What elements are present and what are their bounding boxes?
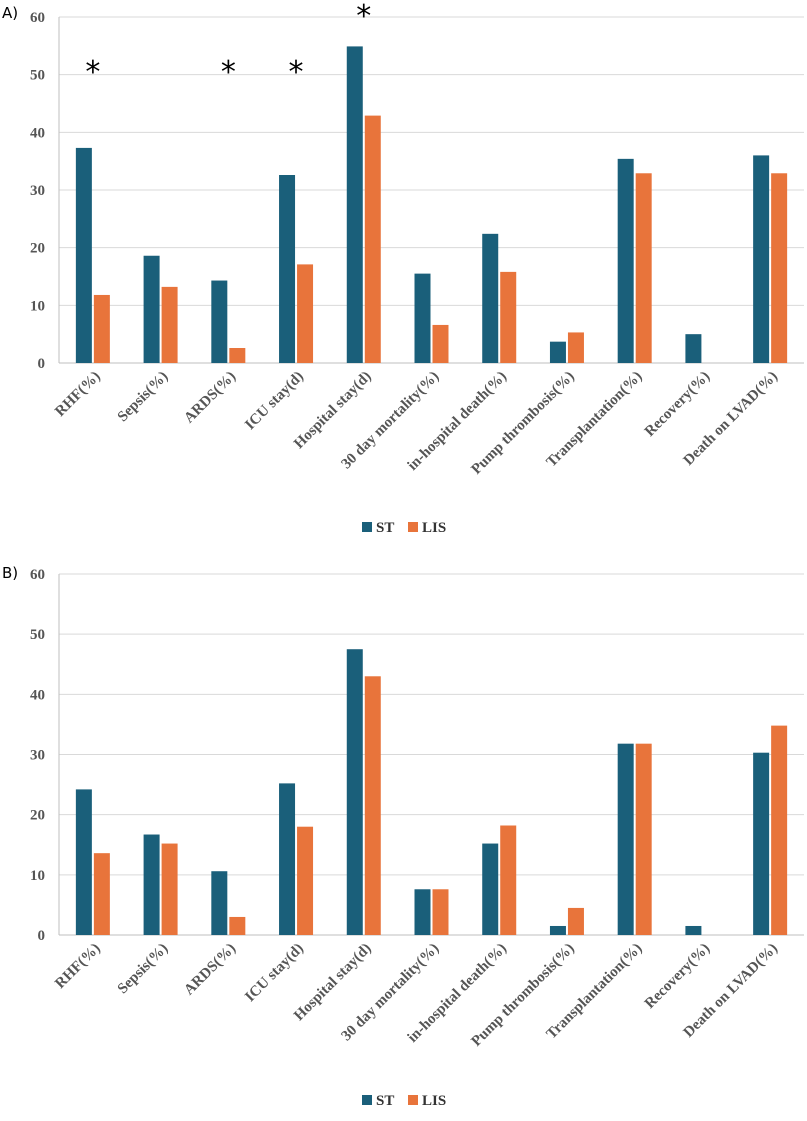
chart-b-bar-st xyxy=(346,649,363,935)
chart-a-bar-lis xyxy=(567,332,584,363)
chart-b-xtick-label: RHF(%) xyxy=(52,941,103,992)
chart-a-ytick-label: 60 xyxy=(30,10,45,26)
chart-a-ytick-label: 30 xyxy=(30,183,45,199)
chart-b-ytick-label: 20 xyxy=(30,808,45,824)
chart-a-bar-lis xyxy=(635,173,652,363)
chart-a-bar-st xyxy=(279,175,296,363)
chart-b-ytick-label: 40 xyxy=(30,687,45,703)
chart-a-bar-st xyxy=(346,46,363,363)
chart-b-xtick-label: Recovery(%) xyxy=(642,941,713,1012)
chart-b-bar-lis xyxy=(93,853,110,935)
chart-a-significance-marker: * xyxy=(356,0,371,34)
chart-b-svg: 0 10 20 30 40 50 60 RHF(%) Sepsis(%) ARDS(%) ICU s… xyxy=(30,567,804,1109)
chart-b-bar-lis xyxy=(567,907,584,935)
chart-a-bar-st xyxy=(75,147,92,363)
chart-a-bar-lis xyxy=(364,115,381,363)
chart-b-legend-label-st: ST xyxy=(376,1093,394,1109)
chart-b-bar-lis xyxy=(364,676,381,935)
panel-label-b: B) xyxy=(2,564,19,582)
chart-a-bar-st xyxy=(211,280,228,363)
chart-a-xtick-label: ICU stay(d) xyxy=(242,369,307,434)
chart-a-bar-st xyxy=(617,158,634,363)
chart-a-bar-st xyxy=(685,334,702,363)
chart-b-bar-st xyxy=(279,783,296,935)
chart-a-bar-st xyxy=(414,273,431,363)
chart-a-bar-lis xyxy=(771,173,788,363)
chart-b-ytick-label: 30 xyxy=(30,748,45,764)
chart-a-bar-lis xyxy=(93,294,110,363)
chart-panel-a: A) 0 10 20 30 40 50 60 RHF(%) Sepsis(%) ARDS(%) IC… xyxy=(0,0,807,545)
chart-a-ytick-label: 20 xyxy=(30,241,45,257)
chart-a-bar-st xyxy=(549,341,566,363)
chart-a-significance-marker: * xyxy=(85,55,100,90)
chart-b-bar-lis xyxy=(635,743,652,935)
chart-a-xtick-label: Sepsis(%) xyxy=(115,369,172,426)
chart-b-xtick-label: Sepsis(%) xyxy=(115,941,172,998)
panel-label-a: A) xyxy=(2,4,19,22)
chart-a-bar-lis xyxy=(432,324,449,363)
chart-a-xtick-label: RHF(%) xyxy=(52,369,103,420)
chart-a-significance-marker: * xyxy=(221,55,236,90)
chart-b-legend-swatch-st xyxy=(362,1095,372,1105)
chart-b-ytick-label: 60 xyxy=(30,567,45,583)
chart-b-bar-st xyxy=(211,871,228,935)
chart-b-bar-st xyxy=(75,789,92,935)
chart-a-xtick-label: ARDS(%) xyxy=(181,369,239,427)
chart-b-bar-st xyxy=(414,889,431,935)
chart-a-legend-swatch-lis xyxy=(408,522,418,532)
chart-b-bar-lis xyxy=(297,826,314,935)
chart-a-bar-st xyxy=(143,255,160,363)
chart-a-bar-st xyxy=(753,155,770,363)
chart-a-ytick-label: 10 xyxy=(30,298,45,314)
chart-b-bar-st xyxy=(685,925,702,935)
chart-a-legend-label-st: ST xyxy=(376,520,394,536)
chart-b-bar-lis xyxy=(500,825,517,935)
chart-a-svg: 0 10 20 30 40 50 60 RHF(%) Sepsis(%) ARDS(%) ICU s… xyxy=(30,0,804,536)
chart-b-xtick-label: ARDS(%) xyxy=(181,941,239,999)
chart-b-bar-st xyxy=(143,834,160,935)
chart-a-bar-lis xyxy=(229,348,246,363)
chart-a-bar-lis xyxy=(500,271,517,363)
chart-a-legend-label-lis: LIS xyxy=(422,520,446,536)
chart-a-bar-lis xyxy=(297,264,314,363)
chart-a-legend-swatch-st xyxy=(362,522,372,532)
chart-a-bar-lis xyxy=(161,286,178,363)
chart-b-bar-st xyxy=(482,843,499,935)
chart-b-bar-st xyxy=(753,752,770,935)
chart-b-ytick-label: 10 xyxy=(30,868,45,884)
chart-b-legend-swatch-lis xyxy=(408,1095,418,1105)
chart-a-ytick-label: 40 xyxy=(30,125,45,141)
chart-b-bar-lis xyxy=(161,843,178,935)
chart-panel-b: B) 0 10 20 30 40 50 60 RHF(%) Sepsis(%) ARDS(%) IC… xyxy=(0,560,807,1121)
chart-a-ytick-label: 0 xyxy=(38,356,46,372)
chart-a-xtick-label: Recovery(%) xyxy=(642,369,713,440)
chart-b-bar-lis xyxy=(229,916,246,935)
chart-a-significance-marker: * xyxy=(289,55,304,90)
chart-b-bar-st xyxy=(617,743,634,935)
chart-a-ytick-label: 50 xyxy=(30,68,45,84)
chart-b-legend-label-lis: LIS xyxy=(422,1093,446,1109)
chart-b-ytick-label: 0 xyxy=(38,928,46,944)
chart-a-bar-st xyxy=(482,233,499,363)
chart-b-bar-lis xyxy=(432,889,449,935)
chart-b-bar-st xyxy=(549,925,566,935)
chart-b-xtick-label: ICU stay(d) xyxy=(242,941,307,1006)
chart-b-bar-lis xyxy=(771,725,788,935)
chart-b-ytick-label: 50 xyxy=(30,627,45,643)
